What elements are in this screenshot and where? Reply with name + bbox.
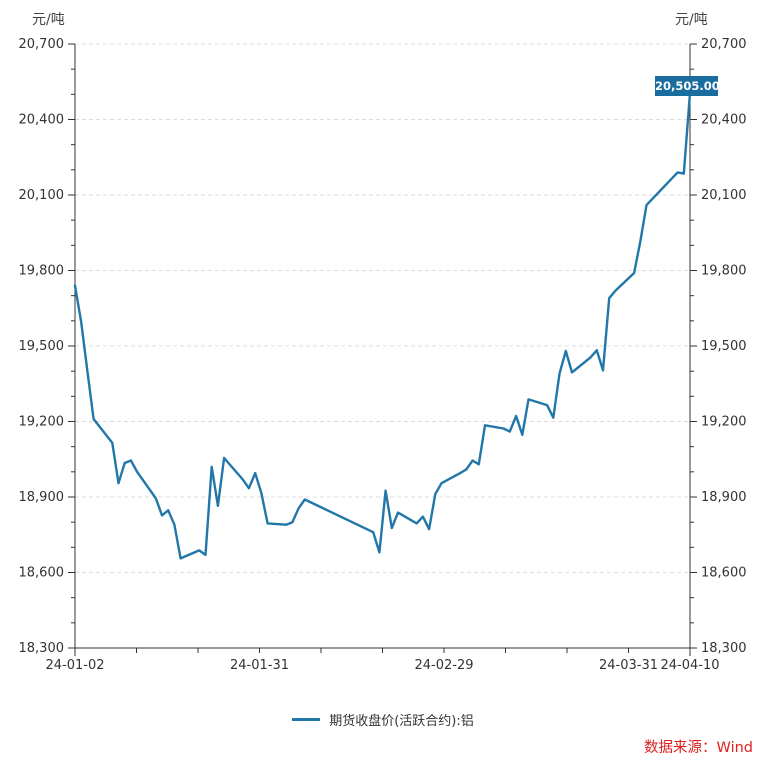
svg-text:18,600: 18,600 xyxy=(701,566,747,581)
svg-text:24-03-31: 24-03-31 xyxy=(599,658,658,673)
svg-text:24-02-29: 24-02-29 xyxy=(414,658,473,673)
svg-text:18,900: 18,900 xyxy=(19,490,65,505)
svg-text:18,900: 18,900 xyxy=(701,490,747,505)
svg-text:18,600: 18,600 xyxy=(19,566,65,581)
svg-text:18,300: 18,300 xyxy=(701,641,747,656)
svg-text:20,100: 20,100 xyxy=(19,188,65,203)
svg-text:20,700: 20,700 xyxy=(701,37,747,52)
legend-label[interactable]: 期货收盘价(活跃合约):铝 xyxy=(329,714,474,729)
svg-text:20,400: 20,400 xyxy=(701,113,747,128)
svg-text:20,700: 20,700 xyxy=(19,37,65,52)
legend: 期货收盘价(活跃合约):铝 xyxy=(0,710,766,729)
svg-text:19,800: 19,800 xyxy=(701,264,747,279)
y-axis-unit-right: 元/吨 xyxy=(675,12,708,28)
svg-text:19,200: 19,200 xyxy=(701,415,747,430)
svg-text:19,200: 19,200 xyxy=(19,415,65,430)
svg-text:19,500: 19,500 xyxy=(701,339,747,354)
last-value-badge: 20,505.00 xyxy=(655,76,720,96)
svg-text:24-01-31: 24-01-31 xyxy=(230,658,289,673)
data-source-label: 数据来源：Wind xyxy=(644,740,753,756)
svg-text:24-01-02: 24-01-02 xyxy=(45,658,104,673)
legend-line-marker xyxy=(292,718,321,721)
svg-text:24-04-10: 24-04-10 xyxy=(660,658,719,673)
svg-text:20,400: 20,400 xyxy=(19,113,65,128)
svg-text:20,100: 20,100 xyxy=(701,188,747,203)
y-axis-unit-left: 元/吨 xyxy=(32,12,65,28)
svg-text:18,300: 18,300 xyxy=(19,641,65,656)
svg-text:19,500: 19,500 xyxy=(19,339,65,354)
svg-text:19,800: 19,800 xyxy=(19,264,65,279)
